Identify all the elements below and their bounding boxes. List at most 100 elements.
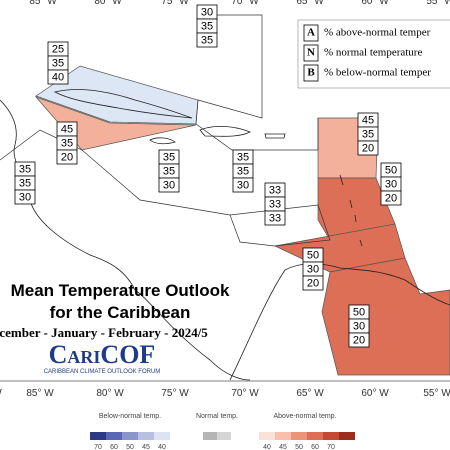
longitude-label: 60° W (361, 388, 389, 399)
probability-value: 30 (307, 263, 319, 275)
longitude-label: 75° W (161, 0, 189, 7)
colorbar-tick: 45 (142, 444, 150, 450)
probability-value: 50 (307, 249, 319, 261)
zone-boundary (197, 14, 263, 119)
probability-value: 40 (52, 71, 64, 83)
longitude-label: 65° W (296, 388, 324, 399)
probability-value: 30 (237, 179, 249, 191)
probability-cell (264, 210, 286, 226)
longitude-label: 65° W (296, 0, 324, 7)
longitude-label: 55° W (426, 0, 450, 7)
longitude-label: 55° W (423, 388, 450, 399)
probability-value: 25 (52, 43, 64, 55)
colorbar-swatch (275, 432, 291, 440)
probability-value: 45 (362, 114, 374, 126)
land-puerto-rico (264, 133, 286, 139)
key-letter: A (307, 27, 315, 39)
key-letter: N (307, 47, 315, 59)
longitude-label: 85° W (29, 0, 57, 7)
longitude-label: 60° W (361, 0, 389, 7)
probability-value: 35 (201, 20, 213, 32)
colorbar-title: Below-normal temp. (99, 413, 161, 420)
probability-value: 33 (269, 184, 281, 196)
colorbar-swatch (203, 432, 217, 440)
land-hispaniola (199, 126, 251, 137)
colorbar-tick: 40 (158, 444, 166, 450)
colorbar-swatch (291, 432, 307, 440)
key-text: % normal temperature (324, 47, 422, 59)
zone-boundary (0, 129, 231, 216)
probability-value: 20 (353, 334, 365, 346)
zone-boundary (229, 204, 331, 247)
colorbar-title: Above-normal temp. (273, 413, 336, 420)
probability-value: 45 (61, 123, 73, 135)
colorbar-swatch (339, 432, 355, 440)
probability-cell (232, 177, 254, 193)
colorbar-swatch (138, 432, 154, 440)
land-lesser-antilles (339, 174, 363, 247)
colorbar-swatch (307, 432, 323, 440)
colorbar-swatch (122, 432, 138, 440)
colorbar-tick: 40 (263, 444, 271, 450)
colorbar-title: Normal temp. (196, 413, 238, 420)
probability-value: 35 (163, 165, 175, 177)
colorbar-swatch (217, 432, 231, 440)
probability-cell (158, 177, 180, 193)
probability-value: 35 (52, 57, 64, 69)
longitude-label: 80° W (96, 388, 124, 399)
colorbar-swatch (323, 432, 339, 440)
colorbar-tick: 45 (279, 444, 287, 450)
probability-value: 35 (19, 177, 31, 189)
probability-value: 35 (61, 137, 73, 149)
probability-value: 35 (163, 151, 175, 163)
key-letter-box (303, 44, 319, 62)
longitude-label: 85° W (26, 388, 54, 399)
logo-name: CariCOF (49, 340, 156, 369)
zone-boundary (195, 99, 319, 151)
longitude-label: 75° W (161, 388, 189, 399)
colorbar-tick: 70 (327, 444, 335, 450)
probability-cell (14, 189, 36, 205)
probability-cell (348, 332, 370, 348)
key-text: % above-normal temper (324, 27, 431, 39)
probability-value: 35 (362, 128, 374, 140)
colorbar-tick: 50 (295, 444, 303, 450)
land-south-america (229, 263, 450, 381)
land-cuba (53, 89, 193, 119)
longitude-label: 90° W (0, 388, 2, 399)
probability-cell (47, 69, 69, 85)
title-line: Mean Temperature Outlook (11, 281, 230, 300)
colorbar-swatch (90, 432, 106, 440)
colorbar-tick: 60 (311, 444, 319, 450)
probability-value: 30 (385, 178, 397, 190)
key-letter-box (303, 64, 319, 82)
longitude-label: 70° W (231, 0, 259, 7)
key-text: % below-normal temper (324, 67, 431, 79)
probability-cell (380, 190, 402, 206)
probability-value: 33 (269, 212, 281, 224)
colorbar-swatch (154, 432, 170, 440)
land-jamaica (149, 137, 176, 145)
title-line: for the Caribbean (50, 303, 191, 322)
probability-value: 35 (237, 165, 249, 177)
logo-subtitle: CARIBBEAN CLIMATE OUTLOOK FORUM (44, 369, 161, 375)
colorbar-tick: 50 (126, 444, 134, 450)
probability-value: 20 (362, 142, 374, 154)
colorbar-tick: 60 (110, 444, 118, 450)
probability-value: 20 (61, 151, 73, 163)
probability-value: 20 (307, 277, 319, 289)
probability-value: 30 (201, 6, 213, 18)
colorbar-swatch (106, 432, 122, 440)
probability-value: 50 (353, 306, 365, 318)
probability-value: 30 (19, 191, 31, 203)
probability-cell (56, 149, 78, 165)
probability-cell (357, 140, 379, 156)
probability-value: 20 (385, 192, 397, 204)
period: December - January - February - 2024/5 (0, 325, 208, 340)
probability-cell (302, 275, 324, 291)
probability-cell (196, 32, 218, 48)
key-letter-box (303, 24, 319, 42)
colorbar-tick: 70 (94, 444, 102, 450)
